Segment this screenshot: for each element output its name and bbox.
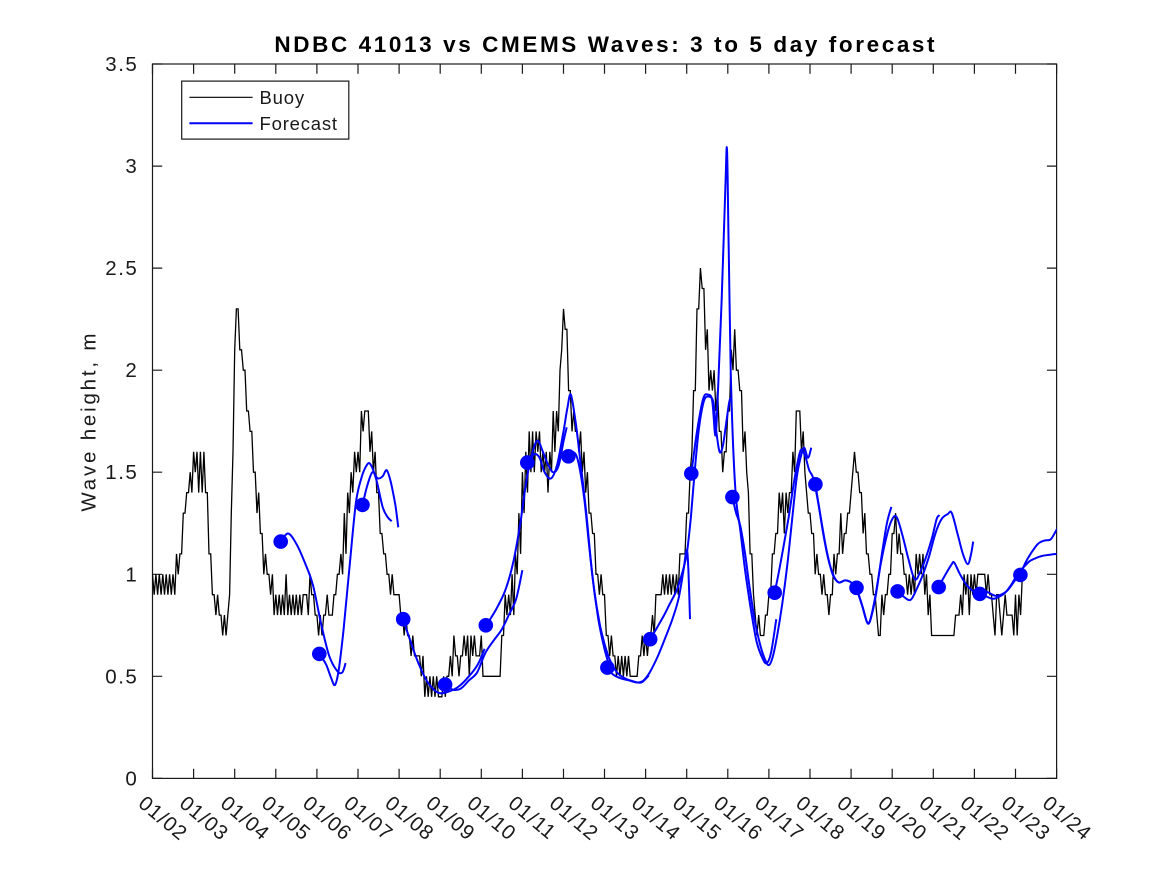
svg-text:3: 3 <box>125 155 138 178</box>
svg-text:0: 0 <box>125 767 138 790</box>
svg-text:1: 1 <box>125 563 138 586</box>
svg-text:0.5: 0.5 <box>105 665 138 688</box>
svg-text:2.5: 2.5 <box>105 257 138 280</box>
svg-text:NDBC 41013 vs CMEMS Waves: 3 t: NDBC 41013 vs CMEMS Waves: 3 to 5 day fo… <box>274 32 937 57</box>
svg-text:Wave height, m: Wave height, m <box>78 331 101 512</box>
svg-text:Buoy: Buoy <box>260 87 305 108</box>
svg-text:3.5: 3.5 <box>105 53 138 76</box>
svg-text:Forecast: Forecast <box>260 113 338 134</box>
svg-text:2: 2 <box>125 359 138 382</box>
svg-text:1.5: 1.5 <box>105 461 138 484</box>
